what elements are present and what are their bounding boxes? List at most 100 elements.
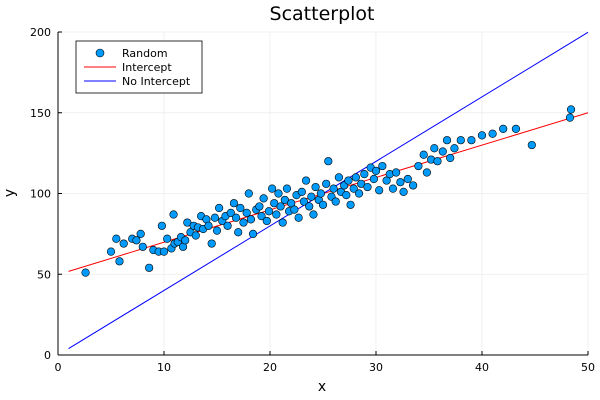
- x-tick-label: 40: [475, 361, 489, 374]
- axes: 0 10 20 30 40 50 0 50 100 150 200: [30, 26, 595, 374]
- data-point: [316, 189, 325, 198]
- data-point: [132, 236, 141, 245]
- data-point: [378, 161, 387, 171]
- data-point: [351, 173, 360, 182]
- data-point: [226, 208, 235, 217]
- data-point: [239, 218, 248, 227]
- data-point: [183, 218, 192, 227]
- data-point: [163, 234, 172, 243]
- data-point: [329, 184, 338, 193]
- data-point: [399, 187, 408, 196]
- data-point: [565, 113, 575, 122]
- data-point: [324, 157, 333, 166]
- data-point: [566, 105, 576, 114]
- y-tick-label: 50: [37, 268, 51, 281]
- data-point: [264, 207, 274, 216]
- data-point: [499, 124, 508, 133]
- data-point: [322, 179, 331, 188]
- data-point: [119, 239, 128, 248]
- x-tick-label: 20: [263, 361, 277, 374]
- chart-title: Scatterplot: [270, 3, 375, 25]
- data-point: [290, 205, 299, 214]
- legend-label: No Intercept: [122, 75, 191, 88]
- data-point: [115, 257, 124, 266]
- y-tick-label: 100: [30, 188, 51, 201]
- data-point: [409, 181, 418, 190]
- data-point: [301, 176, 311, 185]
- data-point: [210, 213, 219, 222]
- data-point: [145, 263, 154, 272]
- data-point: [157, 221, 166, 230]
- data-point: [467, 136, 476, 145]
- data-point: [488, 129, 497, 138]
- x-tick-label: 10: [157, 361, 171, 374]
- y-tick-label: 150: [30, 107, 51, 120]
- data-point: [430, 144, 439, 153]
- data-point: [248, 229, 258, 238]
- data-point: [311, 182, 320, 192]
- data-point: [242, 208, 251, 217]
- data-point: [422, 168, 431, 177]
- data-point: [334, 173, 344, 182]
- data-point: [309, 210, 318, 219]
- data-point: [305, 202, 314, 211]
- data-point: [207, 239, 216, 248]
- data-point: [169, 210, 178, 219]
- legend-label: Random: [122, 47, 168, 60]
- data-point: [392, 168, 401, 177]
- data-point: [527, 140, 536, 150]
- data-point: [369, 174, 378, 184]
- data-point: [257, 212, 266, 221]
- x-tick-label: 30: [369, 361, 383, 374]
- data-point: [375, 186, 384, 195]
- data-point: [138, 242, 147, 251]
- data-point: [246, 215, 256, 224]
- data-point: [446, 153, 455, 163]
- data-point: [280, 195, 289, 205]
- data-point: [331, 197, 340, 206]
- data-point: [268, 184, 277, 193]
- data-point: [236, 203, 245, 213]
- data-point: [112, 234, 121, 243]
- data-point: [287, 199, 296, 208]
- data-point: [276, 202, 285, 211]
- data-point: [360, 170, 369, 179]
- data-point: [278, 218, 287, 227]
- x-tick-label: 0: [55, 361, 62, 374]
- data-point: [346, 200, 355, 209]
- data-point: [354, 189, 364, 198]
- data-point: [414, 161, 423, 171]
- data-point: [223, 221, 232, 230]
- data-point: [270, 199, 279, 208]
- data-point: [450, 144, 459, 153]
- data-point: [81, 268, 90, 277]
- plot-area: [68, 31, 589, 349]
- data-point: [388, 184, 398, 193]
- data-point: [307, 192, 316, 201]
- data-point: [274, 189, 283, 198]
- data-point: [282, 184, 292, 193]
- data-point: [244, 189, 253, 198]
- data-point: [229, 199, 239, 208]
- data-point: [191, 231, 200, 240]
- data-point: [357, 179, 366, 188]
- data-point: [215, 203, 224, 213]
- x-tick-label: 50: [581, 361, 595, 374]
- y-tick-label: 200: [30, 26, 51, 39]
- data-point: [234, 228, 243, 237]
- data-point: [106, 247, 116, 256]
- series-line-intercept: [68, 112, 589, 272]
- data-point: [511, 124, 521, 133]
- legend-marker: [95, 48, 105, 58]
- data-point: [299, 197, 309, 206]
- x-axis-label: x: [318, 379, 326, 395]
- data-point: [159, 247, 169, 256]
- data-point: [136, 229, 145, 238]
- y-axis-label: y: [2, 189, 18, 197]
- data-point: [259, 194, 268, 203]
- data-point: [382, 176, 391, 185]
- data-point: [294, 213, 303, 222]
